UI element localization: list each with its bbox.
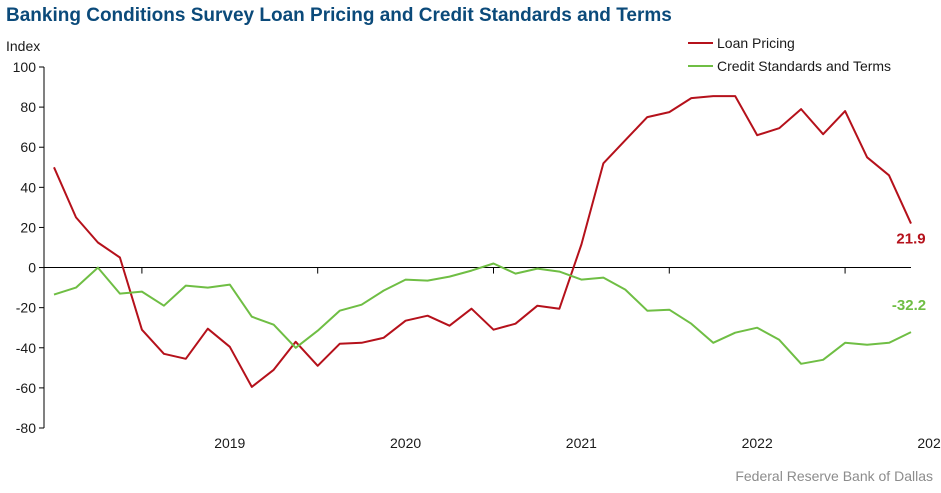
y-tick-label: -80 bbox=[16, 420, 36, 436]
end-value-label: 21.9 bbox=[896, 231, 925, 248]
legend-label: Credit Standards and Terms bbox=[717, 58, 891, 74]
series-lines bbox=[53, 95, 912, 388]
end-labels: 21.9 -32.2 bbox=[892, 231, 926, 315]
x-tick-label: 2022 bbox=[742, 435, 773, 451]
series-line-credit-standards bbox=[53, 262, 912, 365]
y-tick-label: 60 bbox=[20, 139, 36, 155]
y-tick-label: 0 bbox=[28, 260, 36, 276]
y-axis-label: Index bbox=[6, 38, 40, 54]
source-note: Federal Reserve Bank of Dallas bbox=[735, 468, 933, 484]
y-tick-label: 40 bbox=[20, 179, 36, 195]
y-tick-label: -60 bbox=[16, 380, 36, 396]
y-tick-label: 100 bbox=[13, 59, 37, 75]
x-tick-label: 2021 bbox=[566, 435, 597, 451]
end-value-label: -32.2 bbox=[892, 297, 926, 314]
x-tick-label: 2019 bbox=[214, 435, 245, 451]
x-tick-label: 2020 bbox=[390, 435, 421, 451]
y-tick-label: -20 bbox=[16, 300, 36, 316]
axes bbox=[43, 67, 911, 428]
series-line-loan-pricing bbox=[53, 95, 912, 388]
y-axis-ticks: 100 80 60 40 20 0 -20 -40 -60 -80 bbox=[13, 59, 44, 436]
legend: Loan Pricing Credit Standards and Terms bbox=[688, 35, 891, 74]
y-tick-label: 20 bbox=[20, 219, 36, 235]
y-tick-label: 80 bbox=[20, 99, 36, 115]
y-tick-label: -40 bbox=[16, 340, 36, 356]
x-tick-label: 2023 bbox=[917, 435, 941, 451]
chart-title: Banking Conditions Survey Loan Pricing a… bbox=[6, 5, 672, 26]
x-axis-ticks: 2019 2020 2021 2022 2023 bbox=[141, 267, 941, 451]
legend-label: Loan Pricing bbox=[717, 35, 795, 51]
